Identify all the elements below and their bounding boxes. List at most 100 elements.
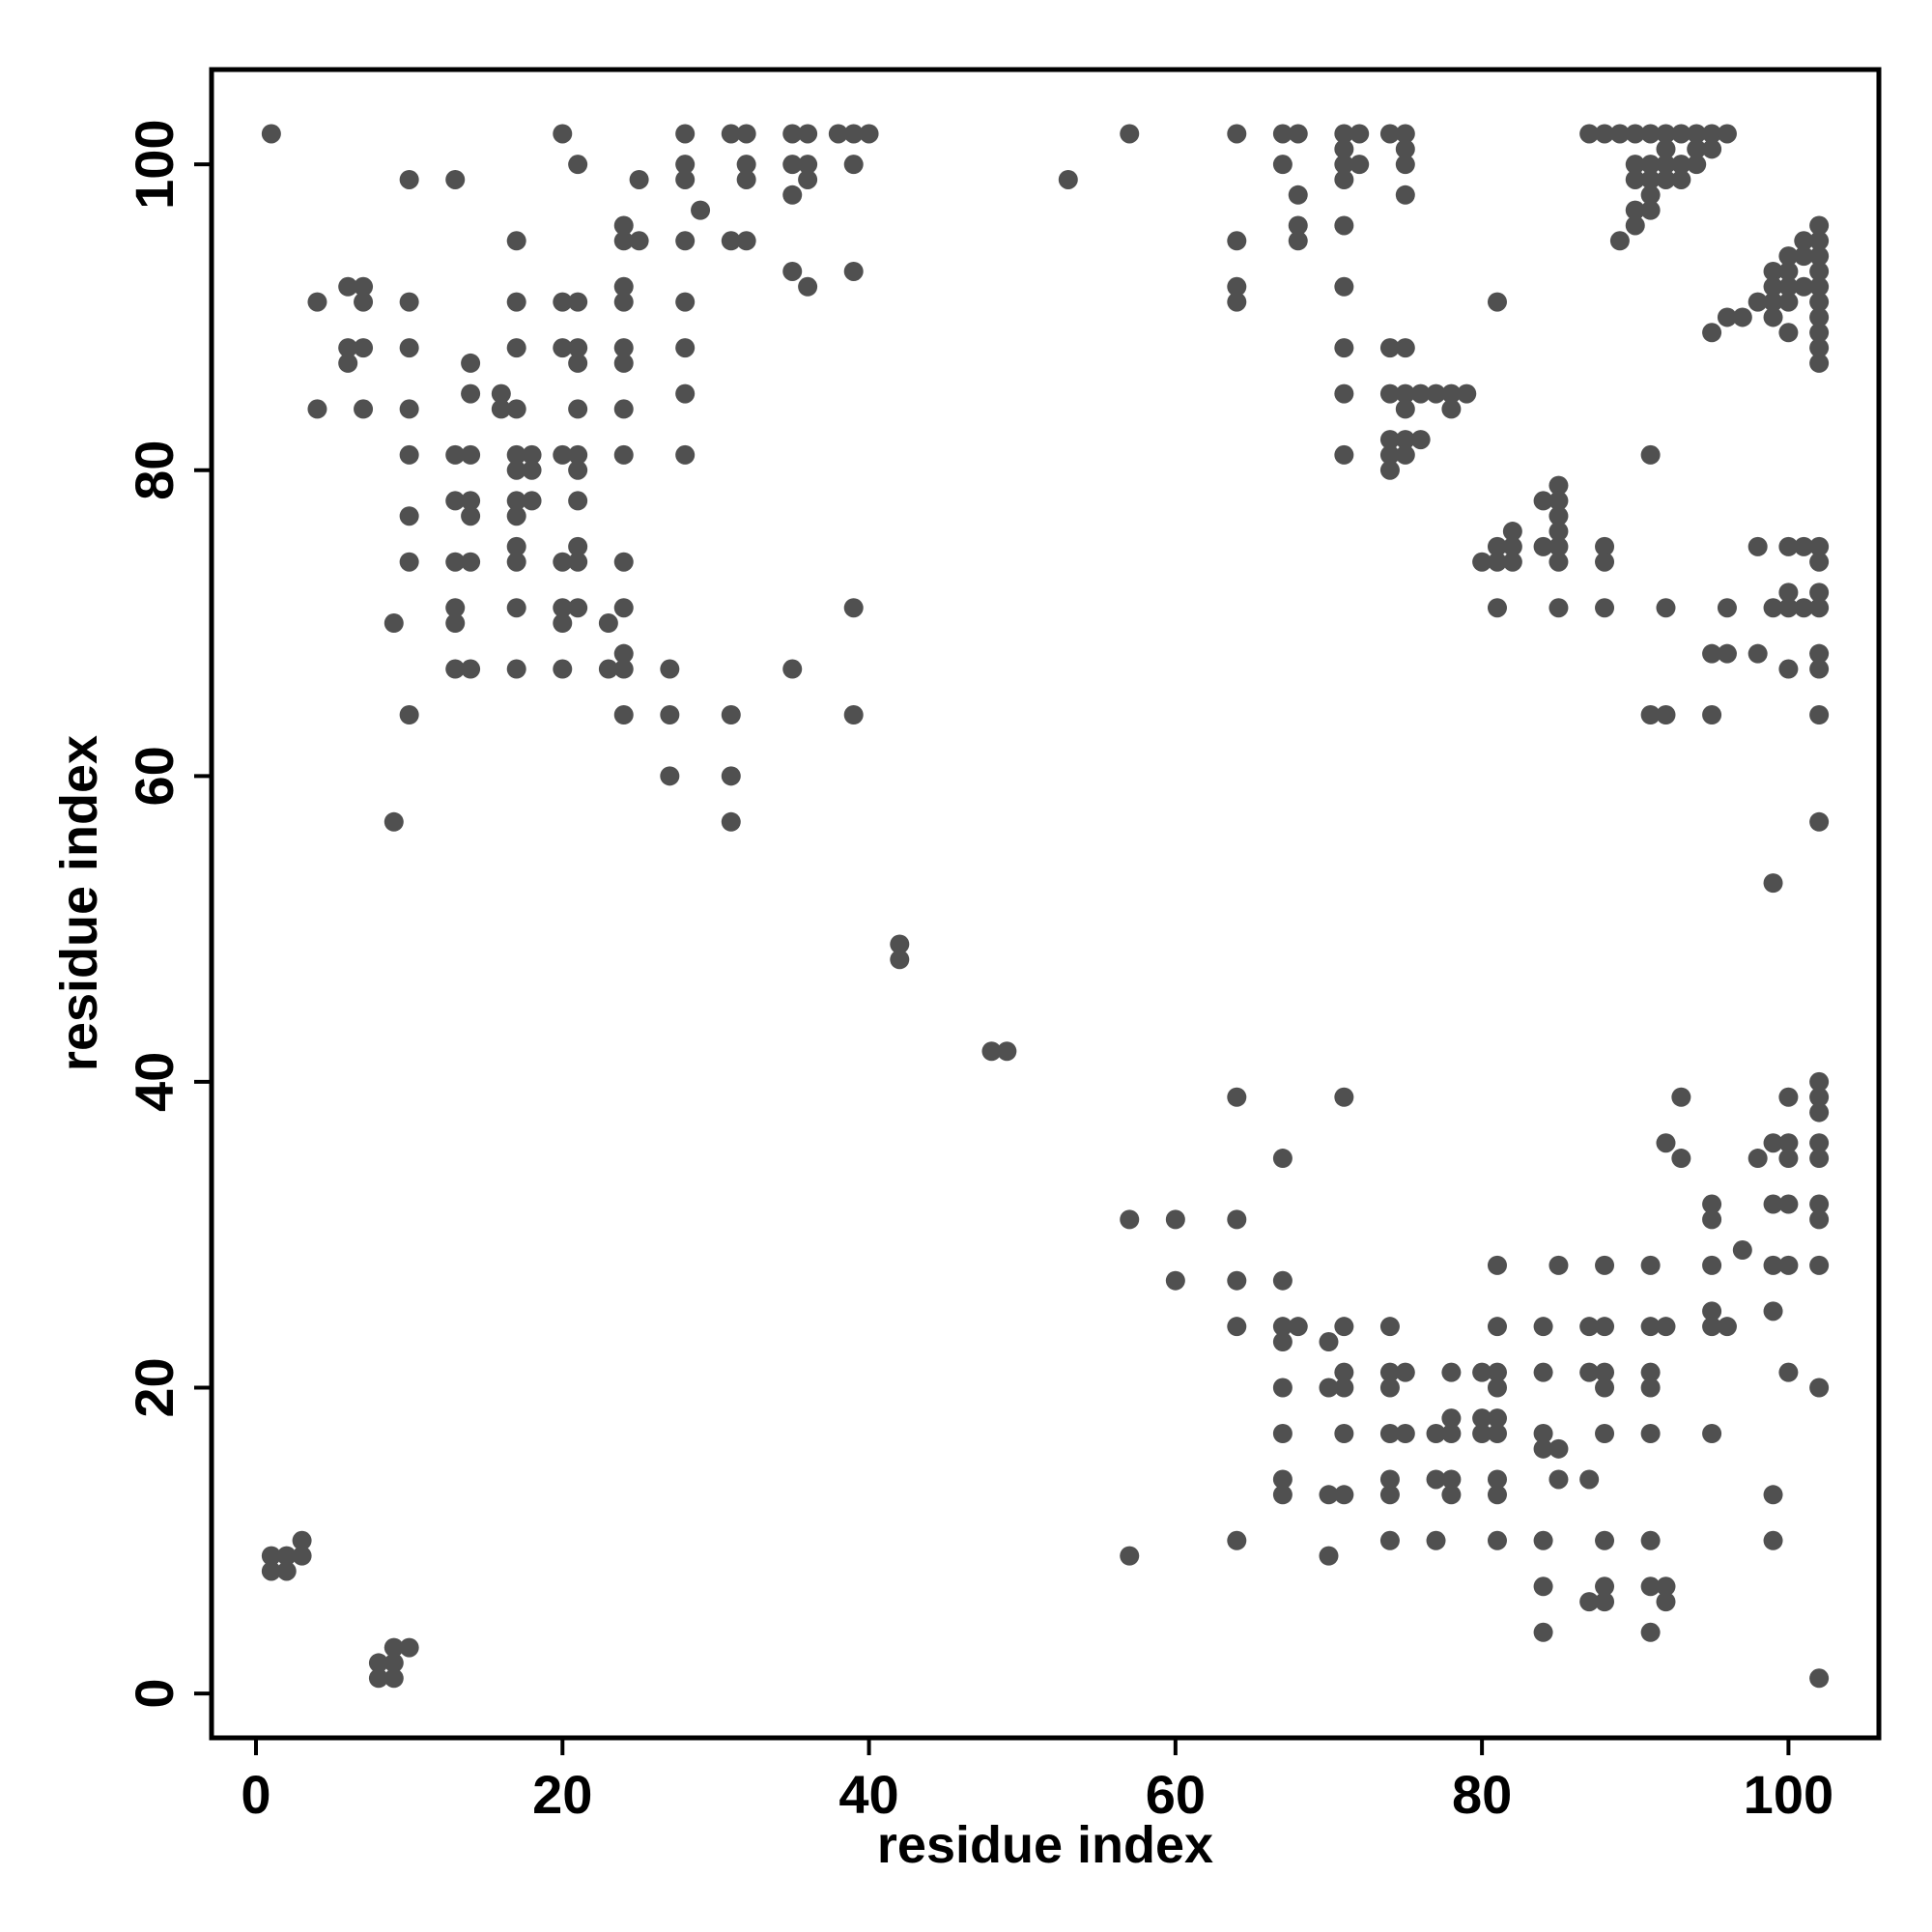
- point: [1778, 276, 1799, 297]
- point: [399, 444, 419, 465]
- point: [1763, 1485, 1783, 1505]
- point: [261, 1546, 281, 1566]
- point: [1579, 124, 1600, 144]
- point: [736, 169, 756, 189]
- point: [613, 353, 634, 373]
- point: [1778, 1149, 1799, 1169]
- point: [1671, 169, 1691, 189]
- x-tick-label: 60: [1146, 1764, 1206, 1825]
- point: [1334, 1423, 1354, 1443]
- point: [1595, 1317, 1615, 1337]
- point: [1640, 1378, 1661, 1398]
- point: [613, 276, 634, 297]
- point: [1548, 536, 1569, 556]
- point: [1426, 1423, 1446, 1443]
- point: [568, 491, 588, 511]
- point: [506, 338, 526, 358]
- point: [553, 292, 573, 312]
- point: [1763, 276, 1783, 297]
- point: [1809, 1668, 1830, 1689]
- point: [461, 491, 481, 511]
- point: [1288, 231, 1308, 251]
- point: [1548, 1469, 1569, 1490]
- point: [1533, 1317, 1553, 1337]
- point: [1334, 215, 1354, 236]
- point: [1763, 1194, 1783, 1214]
- point: [1625, 124, 1645, 144]
- point: [1502, 522, 1522, 542]
- point: [1778, 1255, 1799, 1275]
- point: [1809, 1255, 1830, 1275]
- point: [1732, 307, 1752, 327]
- point: [1778, 246, 1799, 267]
- point: [890, 950, 910, 970]
- point: [506, 231, 526, 251]
- x-tick-label: 100: [1744, 1764, 1833, 1825]
- point: [1533, 1362, 1553, 1382]
- point: [1778, 659, 1799, 679]
- x-tick-label: 80: [1452, 1764, 1512, 1825]
- point: [1487, 1469, 1507, 1490]
- point: [399, 338, 419, 358]
- point: [399, 705, 419, 725]
- point: [1379, 1469, 1400, 1490]
- point: [1763, 1133, 1783, 1153]
- point: [1487, 1378, 1507, 1398]
- point: [1579, 1317, 1600, 1337]
- y-axis-label: residue index: [50, 735, 108, 1071]
- point: [1487, 1530, 1507, 1550]
- point: [675, 292, 696, 312]
- point: [1379, 1362, 1400, 1382]
- point: [675, 338, 696, 358]
- point: [721, 705, 741, 725]
- point: [1272, 1270, 1293, 1291]
- point: [1717, 598, 1737, 618]
- point: [506, 552, 526, 572]
- point: [1548, 475, 1569, 496]
- point: [1472, 1408, 1492, 1429]
- point: [1640, 444, 1661, 465]
- point: [1702, 1255, 1722, 1275]
- point: [1778, 261, 1799, 281]
- point: [445, 444, 466, 465]
- point: [1687, 155, 1707, 175]
- point: [1272, 1317, 1293, 1337]
- point: [1441, 1485, 1462, 1505]
- point: [843, 124, 864, 144]
- point: [384, 613, 404, 634]
- point: [1120, 1546, 1140, 1566]
- point: [553, 444, 573, 465]
- point: [1227, 1530, 1247, 1550]
- point: [1548, 491, 1569, 511]
- point: [721, 124, 741, 144]
- point: [506, 292, 526, 312]
- point: [553, 659, 573, 679]
- point: [1809, 1194, 1830, 1214]
- point: [1809, 1071, 1830, 1092]
- point: [568, 444, 588, 465]
- point: [1487, 1317, 1507, 1337]
- point: [660, 659, 680, 679]
- point: [736, 155, 756, 175]
- point: [1379, 1317, 1400, 1337]
- point: [445, 613, 466, 634]
- point: [553, 613, 573, 634]
- point: [1763, 292, 1783, 312]
- point: [1319, 1332, 1339, 1352]
- point: [368, 1653, 388, 1673]
- point: [354, 399, 374, 419]
- point: [613, 215, 634, 236]
- point: [1379, 384, 1400, 404]
- point: [1625, 169, 1645, 189]
- point: [1227, 292, 1247, 312]
- point: [675, 444, 696, 465]
- point: [1809, 1133, 1830, 1153]
- point: [1379, 1485, 1400, 1505]
- point: [1640, 124, 1661, 144]
- point: [1533, 1530, 1553, 1550]
- point: [1640, 1255, 1661, 1275]
- point: [1747, 1149, 1768, 1169]
- point: [384, 1637, 404, 1658]
- point: [354, 292, 374, 312]
- point: [1395, 338, 1415, 358]
